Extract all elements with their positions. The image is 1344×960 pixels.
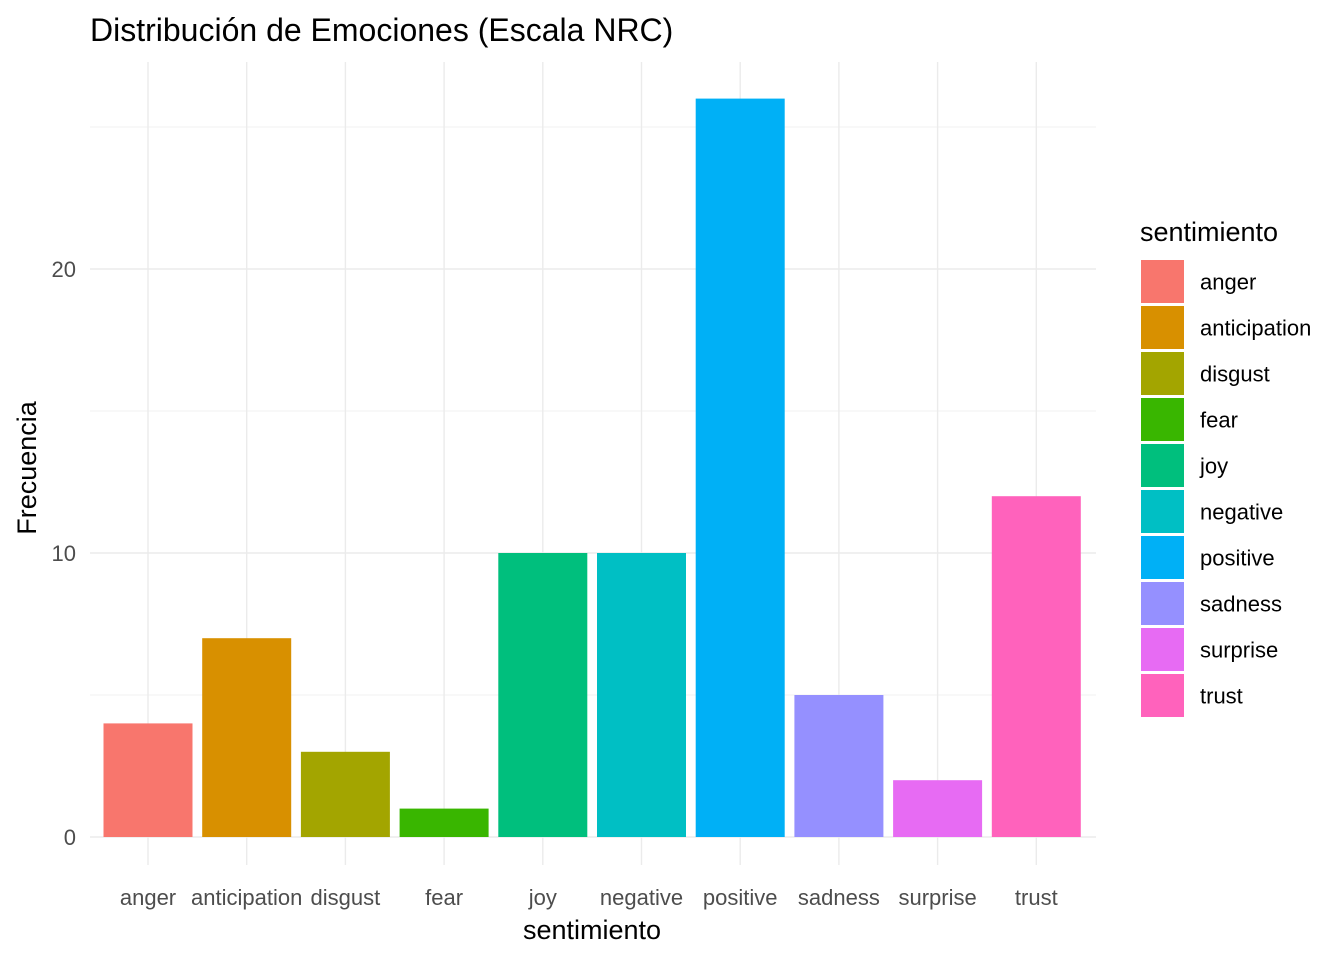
legend-key-anticipation [1141,306,1184,349]
legend-key-sadness [1141,582,1184,625]
legend-key-anger [1141,260,1184,303]
x-tick-label: disgust [311,885,381,910]
legend-key-trust [1141,674,1184,717]
bar-trust [991,496,1081,837]
x-tick-label: trust [1015,885,1058,910]
legend-label: sadness [1200,592,1282,617]
legend-label: disgust [1200,362,1270,387]
x-tick-label: negative [600,885,683,910]
legend-key-positive [1141,536,1184,579]
legend-key-negative [1141,490,1184,533]
legend-label: trust [1200,684,1243,709]
x-tick-label: anticipation [191,885,302,910]
x-tick-label: fear [425,885,463,910]
legend-key-joy [1141,444,1184,487]
legend-key-disgust [1141,352,1184,395]
x-tick-label: positive [703,885,778,910]
legend-label: fear [1200,408,1238,433]
bar-disgust [300,751,390,837]
y-tick-label: 10 [52,541,76,566]
x-axis-ticks: anger anticipation disgust fear joy negative p… [120,885,1058,910]
legend-title: sentimiento [1140,217,1278,247]
bar-positive [695,98,785,838]
legend-label: negative [1200,500,1283,525]
bar-joy [498,553,588,837]
legend: sentimiento anger anticipation disgust fear… [1140,217,1311,717]
chart-title: Distribución de Emociones (Escala NRC) [90,12,673,48]
legend-key-fear [1141,398,1184,441]
y-axis-ticks: 0 10 20 [52,257,76,850]
bar-anger [103,723,193,837]
bar-anticipation [202,638,292,837]
legend-label: anger [1200,270,1256,295]
x-axis-title: sentimiento [523,915,661,945]
x-tick-label: surprise [898,885,976,910]
y-tick-label: 0 [64,825,76,850]
y-tick-label: 20 [52,257,76,282]
bar-sadness [794,695,884,837]
bar-fear [399,808,489,837]
legend-key-surprise [1141,628,1184,671]
y-axis-title: Frecuencia [12,400,42,535]
legend-label: surprise [1200,638,1278,663]
x-tick-label: joy [528,885,557,910]
legend-label: anticipation [1200,316,1311,341]
legend-label: positive [1200,546,1275,571]
legend-label: joy [1199,454,1228,479]
x-tick-label: sadness [798,885,880,910]
bar-negative [597,553,686,837]
x-tick-label: anger [120,885,176,910]
bar-surprise [893,780,983,837]
bars [103,98,1081,838]
